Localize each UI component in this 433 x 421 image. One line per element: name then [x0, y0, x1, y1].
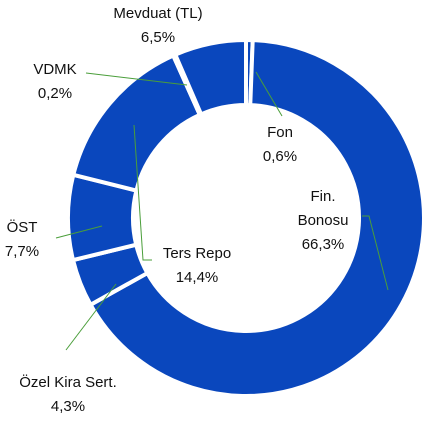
value-label: 0,6%	[262, 148, 298, 165]
slice-label: ÖST 7,7%	[5, 216, 39, 264]
leader-line	[362, 215, 389, 291]
slice-label: Ters Repo 14,4%	[163, 242, 231, 290]
leader-line	[255, 71, 283, 117]
category-label: Fon	[267, 124, 293, 141]
category-label: Ters Repo	[162, 245, 232, 262]
leader-line	[65, 283, 117, 351]
leader-line	[133, 124, 152, 261]
value-label: 7,7%	[4, 243, 40, 260]
category-label: Mevduat (TL)	[113, 5, 203, 22]
value-label: 66,3%	[301, 236, 345, 253]
slice-label: Mevduat (TL) 6,5%	[113, 2, 202, 50]
leader-line	[85, 72, 188, 86]
value-label: 4,3%	[50, 398, 86, 415]
donut-slice	[172, 37, 248, 117]
category-label: Fin. Bonosu	[297, 188, 349, 229]
leader-line	[55, 225, 103, 239]
slice-label: Özel Kira Sert. 4,3%	[19, 371, 117, 419]
category-label: Özel Kira Sert.	[19, 374, 117, 391]
value-label: 14,4%	[175, 269, 219, 286]
value-label: 6,5%	[140, 29, 176, 46]
slice-label: VDMK 0,2%	[33, 58, 76, 106]
value-label: 0,2%	[37, 85, 73, 102]
slice-label: Fin. Bonosu 66,3%	[292, 185, 354, 257]
slice-label: Fon 0,6%	[263, 121, 297, 169]
category-label: VDMK	[33, 61, 77, 78]
category-label: ÖST	[6, 219, 38, 236]
donut-slice	[87, 38, 426, 398]
